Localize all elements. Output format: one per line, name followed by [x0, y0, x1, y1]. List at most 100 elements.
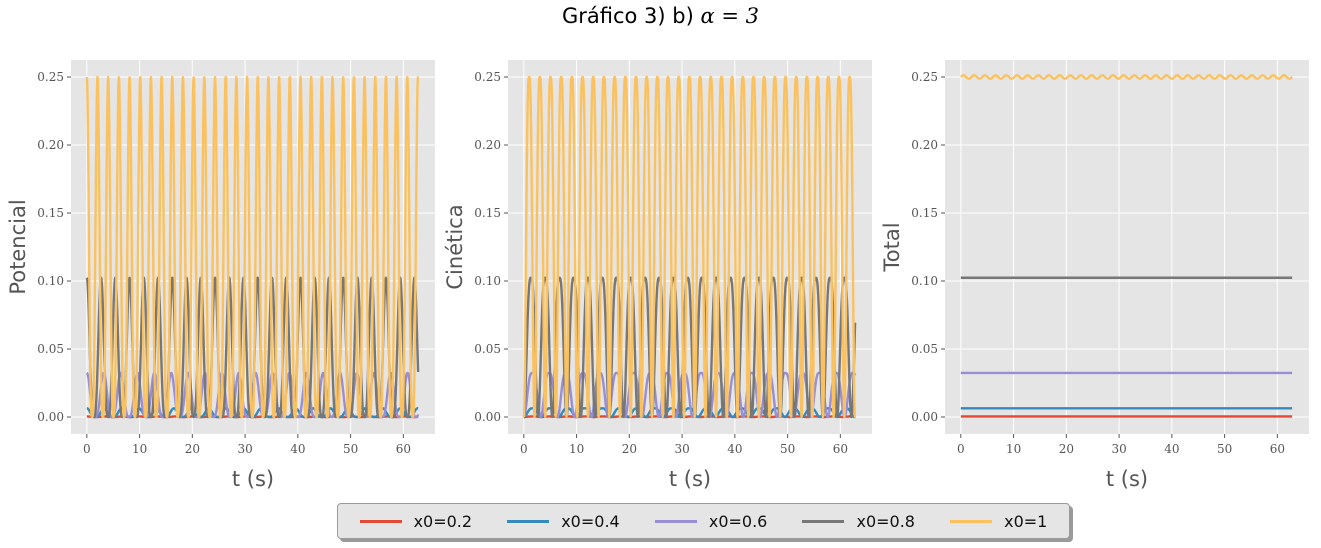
x-tick-label: 0 [957, 442, 965, 456]
x-tick: 30 [1111, 434, 1127, 456]
y-tick: 0.00 [474, 410, 508, 424]
x-tick: 40 [1164, 434, 1179, 456]
y-tick: 0.15 [911, 206, 945, 220]
x-tick-label: 20 [1059, 442, 1074, 456]
y-tick: 0.20 [37, 138, 71, 152]
legend-swatch [802, 519, 845, 523]
y-tick: 0.05 [911, 342, 945, 356]
y-tick: 0.05 [37, 342, 71, 356]
legend-swatch [654, 519, 697, 523]
y-tick-label: 0.15 [911, 206, 938, 220]
y-tick: 0.00 [37, 410, 71, 424]
x-tick-label: 60 [396, 442, 411, 456]
y-tick: 0.05 [474, 342, 508, 356]
legend-label: x0=0.2 [413, 511, 473, 531]
y-tick-label: 0.25 [37, 70, 64, 84]
x-axis-label: t (s) [669, 467, 711, 491]
plot-background [945, 60, 1309, 434]
y-tick-label: 0.20 [474, 138, 501, 152]
x-tick-label: 10 [132, 442, 147, 456]
x-tick: 50 [343, 434, 358, 456]
x-tick-label: 50 [780, 442, 795, 456]
x-tick-label: 60 [833, 442, 848, 456]
y-tick-label: 0.00 [37, 410, 64, 424]
legend-item: x0=0.4 [507, 512, 620, 531]
y-tick: 0.15 [474, 206, 508, 220]
panel-potencial: 0 10 20 30 40 50 60 0.00 0.05 0.10 0.15 0.20 0.25 t (… [6, 60, 435, 491]
x-tick-label: 40 [290, 442, 305, 456]
series-line-x0-1 [960, 74, 1293, 80]
x-tick-label: 50 [343, 442, 358, 456]
y-tick-label: 0.25 [911, 70, 938, 84]
panel-cinetica: 0 10 20 30 40 50 60 0.00 0.05 0.10 0.15 0.20 0.25 t (… [443, 60, 872, 491]
y-tick: 0.25 [911, 70, 945, 84]
x-tick-label: 0 [520, 442, 528, 456]
x-tick-label: 60 [1270, 442, 1285, 456]
y-tick: 0.20 [474, 138, 508, 152]
x-tick: 20 [185, 434, 200, 456]
legend: x0=0.2 x0=0.4 x0=0.6 x0=0.8 x0=1 [337, 503, 1070, 539]
x-tick: 30 [237, 434, 253, 456]
x-tick: 30 [674, 434, 690, 456]
legend-item: x0=1 [950, 512, 1047, 531]
y-tick-label: 0.05 [474, 342, 501, 356]
y-tick-label: 0.05 [37, 342, 64, 356]
x-tick: 40 [290, 434, 305, 456]
x-tick: 0 [83, 434, 91, 456]
y-axis-label: Total [880, 222, 904, 272]
panel-total: 0 10 20 30 40 50 60 0.00 0.05 0.10 0.15 0.20 0.25 t (… [880, 60, 1309, 491]
y-axis-label: Potencial [6, 199, 30, 294]
x-tick: 60 [833, 434, 848, 456]
x-tick: 40 [727, 434, 742, 456]
y-tick-label: 0.10 [474, 274, 501, 288]
x-tick: 10 [1006, 434, 1021, 456]
x-tick-label: 30 [1111, 442, 1126, 456]
series-line-x0-1 [85, 75, 420, 419]
y-tick-label: 0.10 [911, 274, 938, 288]
y-tick-label: 0.05 [911, 342, 938, 356]
y-tick: 0.25 [474, 70, 508, 84]
x-tick-label: 50 [1217, 442, 1232, 456]
y-tick-label: 0.25 [474, 70, 501, 84]
x-tick: 10 [569, 434, 584, 456]
legend-swatch [950, 519, 993, 523]
figure-title-text: Gráfico 3) b) [561, 4, 694, 28]
x-tick-label: 10 [569, 442, 584, 456]
x-tick-label: 10 [1006, 442, 1021, 456]
y-tick: 0.10 [474, 274, 508, 288]
y-tick-label: 0.10 [37, 274, 64, 288]
x-tick: 60 [1270, 434, 1285, 456]
y-tick: 0.00 [911, 410, 945, 424]
legend-label: x0=0.6 [708, 511, 768, 531]
x-tick: 0 [520, 434, 528, 456]
legend-item: x0=0.6 [654, 511, 768, 531]
x-axis-label: t (s) [1106, 467, 1148, 491]
legend-swatch [359, 519, 402, 523]
x-axis-label: t (s) [232, 467, 274, 491]
x-tick: 50 [1217, 434, 1232, 456]
x-tick-label: 20 [622, 442, 637, 456]
y-tick-label: 0.20 [911, 138, 938, 152]
legend-swatch [507, 519, 550, 523]
x-tick-label: 20 [185, 442, 200, 456]
legend-label: x0=1 [1004, 511, 1048, 531]
y-tick-label: 0.15 [37, 206, 64, 220]
x-tick-label: 30 [674, 442, 689, 456]
x-tick: 50 [780, 434, 795, 456]
x-tick-label: 40 [727, 442, 742, 456]
y-tick: 0.20 [911, 138, 945, 152]
x-tick-label: 40 [1164, 442, 1179, 456]
y-tick: 0.10 [911, 274, 945, 288]
y-tick-label: 0.00 [911, 410, 938, 424]
y-axis-label: Cinética [443, 204, 467, 289]
figure-title-math: α = 3 [700, 4, 760, 28]
legend-item: x0=0.2 [359, 511, 473, 531]
y-tick-label: 0.00 [474, 410, 501, 424]
y-tick-label: 0.20 [37, 138, 64, 152]
legend-label: x0=0.8 [856, 511, 915, 531]
x-tick: 0 [957, 434, 965, 456]
series-line-x0-1 [522, 75, 857, 419]
x-tick: 10 [132, 434, 147, 456]
figure-title: Gráfico 3) b) α = 3 [0, 4, 1321, 28]
